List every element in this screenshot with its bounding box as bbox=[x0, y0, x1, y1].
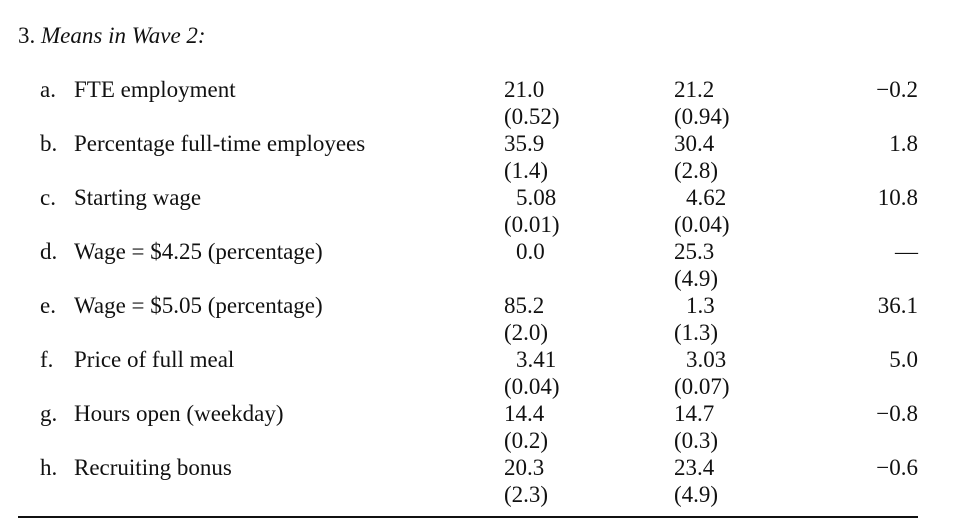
table-row: h. Recruiting bonus 20.3 (2.3) 23.4 (4.9)… bbox=[0, 454, 966, 508]
row-label: b. Percentage full-time employees bbox=[40, 130, 365, 157]
col1-stderr bbox=[504, 265, 545, 292]
section-title-text: Means in Wave 2: bbox=[41, 23, 206, 48]
col1-stderr: (1.4) bbox=[504, 158, 549, 183]
col2-value: 25.3 bbox=[674, 239, 715, 264]
col1-cell: 14.4 (0.2) bbox=[504, 400, 548, 454]
table-row: c. Starting wage 5.08 (0.01) 4.62 (0.04) … bbox=[0, 184, 966, 238]
col2-cell: 3.03 (0.07) bbox=[674, 346, 730, 400]
col2-stderr: (0.07) bbox=[674, 374, 730, 399]
row-letter: c. bbox=[40, 185, 56, 210]
col2-cell: 25.3 (4.9) bbox=[674, 238, 718, 292]
col1-stderr: (2.3) bbox=[504, 482, 549, 507]
col2-stderr: (0.94) bbox=[674, 104, 730, 129]
col2-value: 30.4 bbox=[674, 131, 715, 156]
table-row: e. Wage = $5.05 (percentage) 85.2 (2.0) 1… bbox=[0, 292, 966, 346]
col2-cell: 30.4 (2.8) bbox=[674, 130, 718, 184]
col2-value: 4.62 bbox=[686, 185, 727, 210]
col3-value: −0.2 bbox=[876, 77, 918, 102]
col2-cell: 14.7 (0.3) bbox=[674, 400, 718, 454]
col1-cell: 3.41 (0.04) bbox=[504, 346, 560, 400]
col2-cell: 21.2 (0.94) bbox=[674, 76, 730, 130]
row-label-text: Wage = $4.25 (percentage) bbox=[74, 239, 323, 264]
col2-stderr: (1.3) bbox=[674, 320, 719, 345]
col2-stderr: (2.8) bbox=[674, 158, 719, 183]
row-letter: f. bbox=[40, 347, 54, 372]
col3-value: −0.8 bbox=[876, 401, 918, 426]
col2-stderr: (0.04) bbox=[674, 212, 730, 237]
col1-value: 0.0 bbox=[516, 239, 545, 264]
col1-stderr: (2.0) bbox=[504, 320, 549, 345]
section-number: 3. bbox=[18, 23, 36, 48]
row-label-text: Wage = $5.05 (percentage) bbox=[74, 293, 323, 318]
col2-value: 21.2 bbox=[674, 77, 715, 102]
row-label: a. FTE employment bbox=[40, 76, 236, 103]
col1-stderr: (0.2) bbox=[504, 428, 549, 453]
table-row: a. FTE employment 21.0 (0.52) 21.2 (0.94)… bbox=[0, 76, 966, 130]
row-label-text: Price of full meal bbox=[74, 347, 235, 372]
row-letter: a. bbox=[40, 77, 56, 102]
col1-value: 21.0 bbox=[504, 77, 545, 102]
table-row: f. Price of full meal 3.41 (0.04) 3.03 (0… bbox=[0, 346, 966, 400]
col1-stderr: (0.01) bbox=[504, 212, 560, 237]
col2-value: 3.03 bbox=[686, 347, 727, 372]
row-label: c. Starting wage bbox=[40, 184, 201, 211]
col2-cell: 4.62 (0.04) bbox=[674, 184, 730, 238]
col1-stderr: (0.52) bbox=[504, 104, 560, 129]
row-letter: b. bbox=[40, 131, 58, 156]
col1-value: 85.2 bbox=[504, 293, 545, 318]
row-label: f. Price of full meal bbox=[40, 346, 234, 373]
col3-value: 1.8 bbox=[889, 131, 918, 156]
col1-value: 20.3 bbox=[504, 455, 545, 480]
col1-stderr: (0.04) bbox=[504, 374, 560, 399]
row-label-text: Recruiting bonus bbox=[74, 455, 232, 480]
col2-stderr: (4.9) bbox=[674, 482, 719, 507]
col1-value: 5.08 bbox=[516, 185, 557, 210]
col1-value: 3.41 bbox=[516, 347, 557, 372]
col2-stderr: (4.9) bbox=[674, 266, 719, 291]
col1-value: 14.4 bbox=[504, 401, 545, 426]
col3-value: 10.8 bbox=[877, 185, 918, 210]
row-label-text: Percentage full-time employees bbox=[74, 131, 366, 156]
col3-value: 36.1 bbox=[877, 293, 918, 318]
col3-value: −0.6 bbox=[876, 455, 918, 480]
col2-cell: 1.3 (1.3) bbox=[674, 292, 718, 346]
table-row: d. Wage = $4.25 (percentage) 0.0 25.3 (4.… bbox=[0, 238, 966, 292]
row-label-text: FTE employment bbox=[74, 77, 236, 102]
bottom-rule bbox=[18, 516, 918, 518]
col3-value: — bbox=[895, 239, 918, 264]
col1-cell: 20.3 (2.3) bbox=[504, 454, 548, 508]
row-letter: e. bbox=[40, 293, 56, 318]
col2-value: 14.7 bbox=[674, 401, 715, 426]
row-letter: d. bbox=[40, 239, 58, 264]
row-label: h. Recruiting bonus bbox=[40, 454, 232, 481]
row-letter: g. bbox=[40, 401, 58, 426]
row-label: d. Wage = $4.25 (percentage) bbox=[40, 238, 323, 265]
col1-cell: 21.0 (0.52) bbox=[504, 76, 560, 130]
col2-value: 1.3 bbox=[686, 293, 715, 318]
col1-cell: 85.2 (2.0) bbox=[504, 292, 548, 346]
row-label: g. Hours open (weekday) bbox=[40, 400, 283, 427]
row-label-text: Hours open (weekday) bbox=[74, 401, 284, 426]
col3-value: 5.0 bbox=[889, 347, 918, 372]
table-row: b. Percentage full-time employees 35.9 (1… bbox=[0, 130, 966, 184]
col1-cell: 0.0 bbox=[504, 238, 545, 292]
row-label: e. Wage = $5.05 (percentage) bbox=[40, 292, 323, 319]
col1-value: 35.9 bbox=[504, 131, 545, 156]
row-letter: h. bbox=[40, 455, 58, 480]
row-label-text: Starting wage bbox=[74, 185, 202, 210]
col1-cell: 35.9 (1.4) bbox=[504, 130, 548, 184]
table-row: g. Hours open (weekday) 14.4 (0.2) 14.7 (… bbox=[0, 400, 966, 454]
col2-stderr: (0.3) bbox=[674, 428, 719, 453]
col2-value: 23.4 bbox=[674, 455, 715, 480]
col1-cell: 5.08 (0.01) bbox=[504, 184, 560, 238]
section-title: 3. Means in Wave 2: bbox=[18, 22, 206, 49]
col2-cell: 23.4 (4.9) bbox=[674, 454, 718, 508]
